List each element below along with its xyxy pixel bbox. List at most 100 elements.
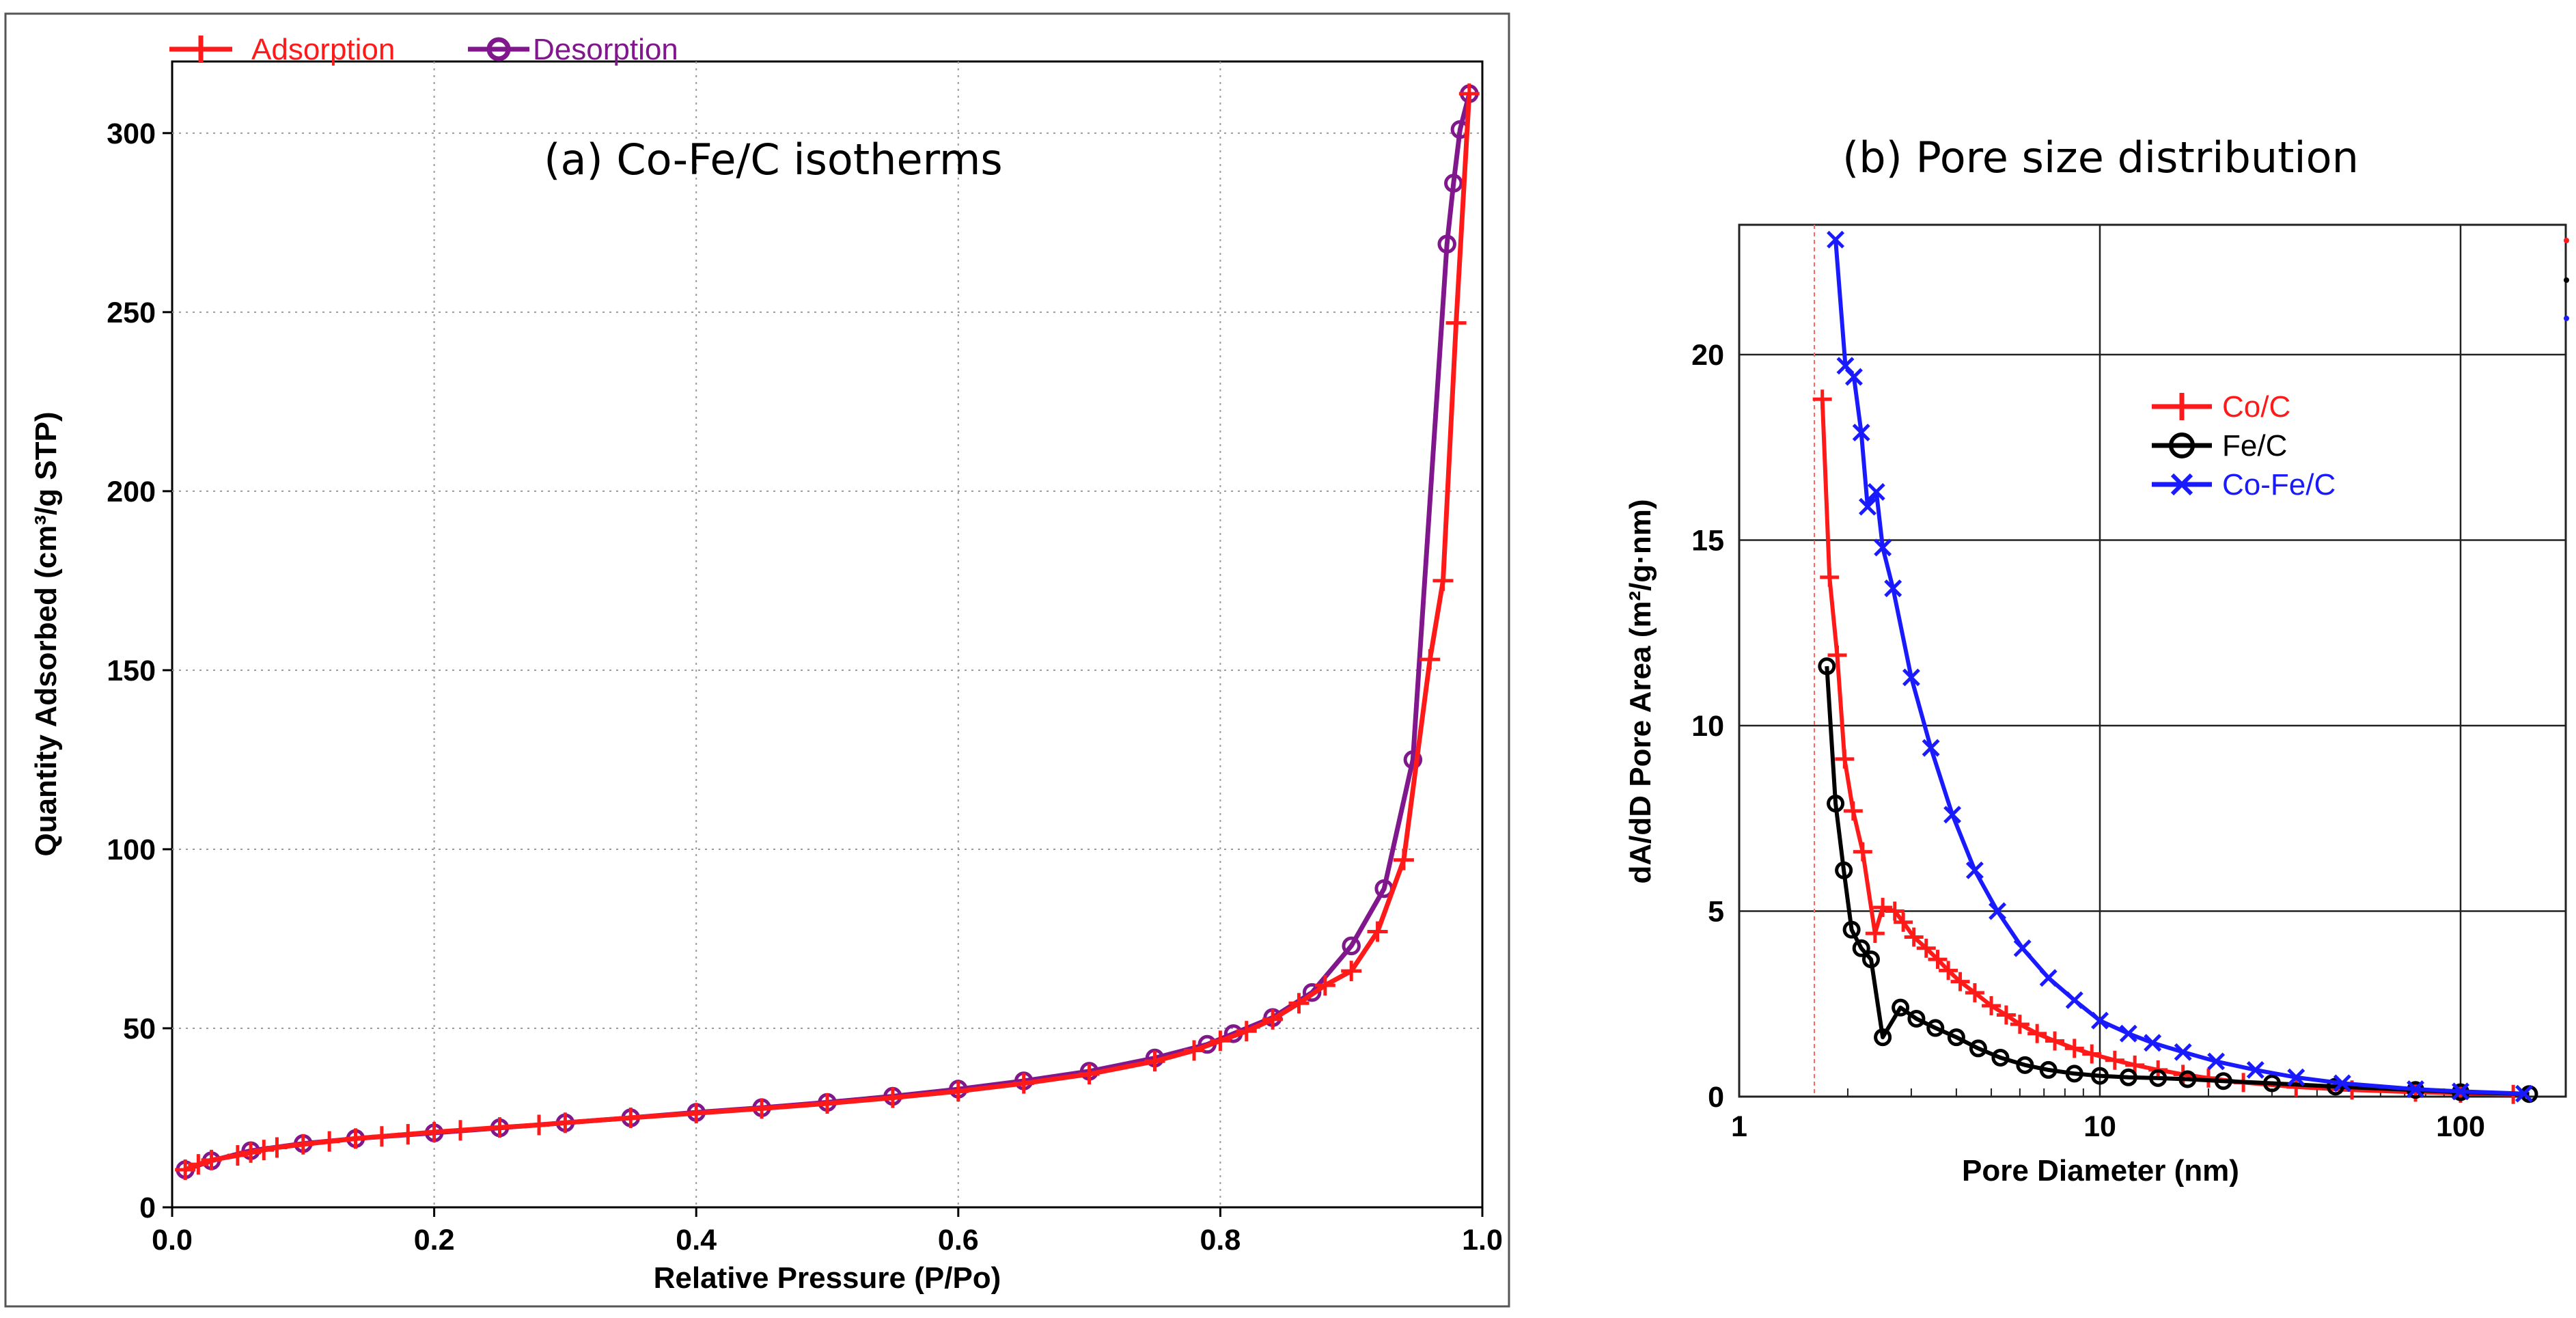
panel-b-y-axis-label: dA/dD Pore Area (m²/g·nm) xyxy=(1624,499,1657,883)
panel-a-isotherms: 0.0 0.2 0.4 0.6 0.8 1.0 0 50 100 150 200 250 300 (a)… xyxy=(4,12,1510,1308)
legend-adsorption: Adsorption xyxy=(169,33,395,66)
adsorption-point xyxy=(529,1114,550,1136)
co-fe-c-point xyxy=(2065,991,2083,1009)
adsorption-point xyxy=(686,1103,707,1124)
adsorption-point xyxy=(175,1159,196,1180)
adsorption-point xyxy=(1288,993,1310,1014)
fe-c-point xyxy=(1874,1028,1892,1047)
co-fe-c-point xyxy=(1989,902,2007,920)
legend-desorption: Desorption xyxy=(468,33,678,66)
panel-a-plot-area xyxy=(171,60,1484,1209)
fe-c-point xyxy=(2326,1077,2344,1096)
adsorption-point xyxy=(227,1145,248,1166)
panel-b-y-tick-label: 20 xyxy=(1691,339,1724,372)
co-c-point xyxy=(1950,972,1970,991)
panel-b-x-tick-label: 10 xyxy=(2083,1110,2116,1143)
co-c-point xyxy=(1939,961,1958,980)
panel-b-y-tick-label: 5 xyxy=(1708,896,1724,929)
co-fe-c-point xyxy=(1884,579,1902,598)
fe-c-point xyxy=(1907,1009,1926,1028)
adsorption-point xyxy=(292,1134,314,1155)
co-fe-c-point xyxy=(1943,806,1962,824)
panel-b-title: (b) Pore size distribution xyxy=(1842,133,2359,182)
co-fe-c-point xyxy=(1965,861,1984,879)
fe-c-point xyxy=(1827,795,1845,813)
panel-b-x-axis-label: Pore Diameter (nm) xyxy=(1962,1154,2239,1187)
fe-c-point xyxy=(2262,1074,2281,1093)
adsorption-point xyxy=(751,1098,773,1119)
adsorption-point xyxy=(1393,849,1414,870)
panel-b-x-tick-label: 1 xyxy=(1731,1110,1747,1143)
fe-c-point xyxy=(2065,1065,2083,1083)
legend-fe-c-label: Fe/C xyxy=(2222,429,2287,463)
fe-c-point xyxy=(2016,1056,2034,1074)
co-fe-c-point xyxy=(2119,1024,2137,1043)
fe-c-point xyxy=(1892,998,1910,1017)
co-c-point xyxy=(1843,801,1863,821)
adsorption-point xyxy=(398,1124,419,1145)
panel-a-legend: Adsorption Desorption xyxy=(169,33,678,66)
panel-a-x-tick-label: 0.4 xyxy=(676,1224,717,1257)
co-fe-c-point xyxy=(2091,1011,2109,1030)
legend-co-fe-c: Co-Fe/C xyxy=(2152,468,2336,502)
co-c-point xyxy=(2027,1024,2047,1043)
adsorption-point xyxy=(240,1142,262,1163)
adsorption-point xyxy=(1013,1073,1034,1094)
adsorption-point xyxy=(1236,1021,1257,1042)
fe-c-point xyxy=(1947,1028,1965,1047)
panel-a-x-tick-label: 1.0 xyxy=(1462,1224,1503,1257)
panel-b-edge-markers xyxy=(2564,238,2569,321)
co-c-point xyxy=(1965,983,1984,1002)
co-fe-c-point xyxy=(2174,1043,2192,1061)
panel-a-x-tick-label: 0.8 xyxy=(1200,1224,1241,1257)
adsorption-point xyxy=(1341,961,1362,982)
co-fe-c-point xyxy=(1922,739,1940,757)
desorption-point xyxy=(1342,936,1361,956)
adsorption-point xyxy=(489,1117,510,1138)
panel-b-y-tick-label: 10 xyxy=(1691,710,1724,743)
panel-a-y-tick-label: 150 xyxy=(107,655,156,687)
adsorption-point xyxy=(345,1128,366,1149)
legend-desorption-label: Desorption xyxy=(533,33,678,66)
adsorption-point xyxy=(424,1121,445,1142)
adsorption-point xyxy=(620,1107,641,1128)
adsorption-point xyxy=(266,1137,288,1158)
adsorption-point xyxy=(1432,570,1454,591)
desorption-point xyxy=(1444,174,1463,193)
co-fe-c-point xyxy=(1827,230,1845,249)
adsorption-point xyxy=(319,1131,340,1152)
co-fe-c-point xyxy=(1867,482,1885,501)
co-c-point xyxy=(1835,749,1855,769)
fe-c-point xyxy=(2178,1070,2197,1088)
co-c-point xyxy=(2082,1044,2102,1064)
fe-c-point xyxy=(1926,1019,1945,1037)
co-c-point xyxy=(1894,912,1913,932)
co-fe-c-point xyxy=(2452,1082,2469,1101)
legend-co-c: Co/C xyxy=(2152,390,2290,424)
co-c-point xyxy=(1853,842,1872,862)
fe-c-point xyxy=(1818,657,1836,676)
adsorption-point xyxy=(1458,83,1480,105)
panel-a-x-tick-label: 0.6 xyxy=(938,1224,979,1257)
panel-a-frame xyxy=(4,12,1510,1308)
co-fe-c-point xyxy=(2013,939,2032,957)
panel-a-y-tick-label: 300 xyxy=(107,118,156,150)
adsorption-point xyxy=(1262,1008,1284,1030)
adsorption-point xyxy=(817,1093,837,1114)
panel-a-y-tick-label: 200 xyxy=(107,476,156,508)
adsorption-point xyxy=(882,1087,903,1108)
adsorption-point xyxy=(1367,921,1388,942)
co-fe-c-point xyxy=(2246,1060,2265,1079)
legend-adsorption-label: Adsorption xyxy=(251,33,395,66)
desorption-point xyxy=(1437,234,1456,254)
panel-a-x-tick-label: 0.2 xyxy=(414,1224,455,1257)
fe-c-point xyxy=(2149,1069,2168,1087)
co-fe-c-point xyxy=(1836,357,1855,375)
fe-c-point xyxy=(1852,939,1870,957)
co-fe-c-point xyxy=(2207,1052,2226,1071)
co-fe-c-point xyxy=(2039,969,2058,987)
fe-c-point xyxy=(2119,1068,2137,1086)
co-c-point xyxy=(1996,1005,2016,1025)
co-c-point xyxy=(1916,938,1936,958)
